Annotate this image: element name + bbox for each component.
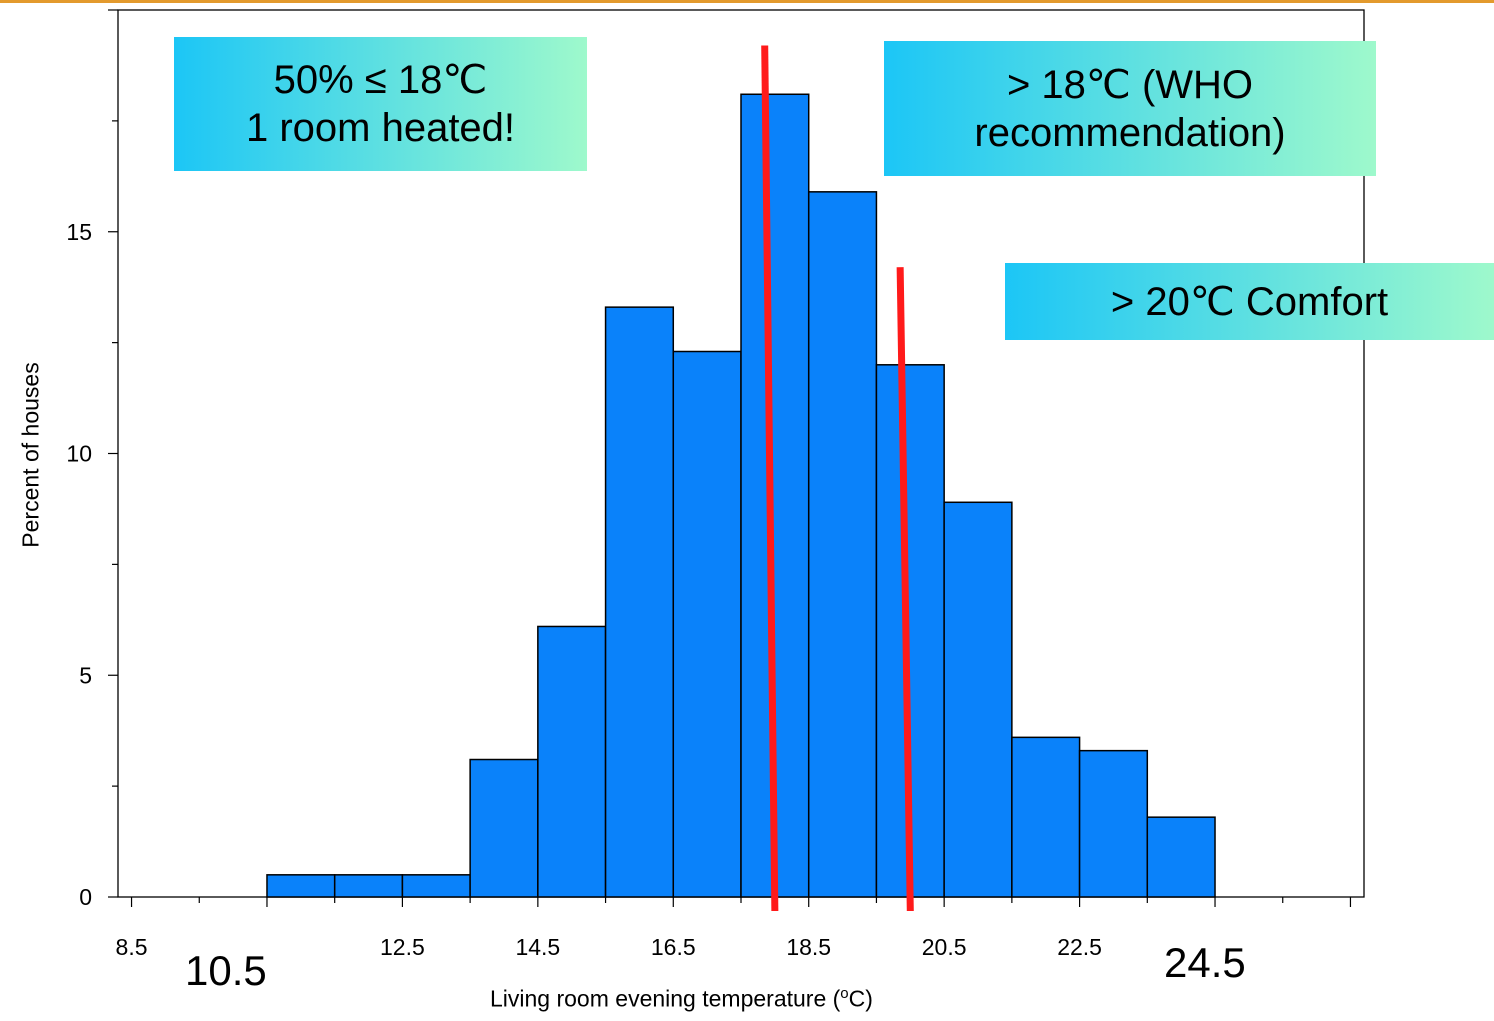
x-tick-label: 12.5 [380,934,425,960]
histogram-bar [401,874,471,898]
annotation-50-percent-line-2: 1 room heated! [245,106,516,150]
histogram-bar [604,306,675,898]
threshold-line [761,45,779,912]
x-tick-label: 18.5 [786,934,831,960]
x-axis-label-degree: o [840,985,849,1002]
annotation-comfort: > 20℃ Comfort [1005,263,1494,340]
histogram-bar [469,758,539,898]
y-tick-label: 5 [79,662,92,688]
histogram-bar [672,350,742,898]
histogram-bar [1011,736,1081,898]
histogram-bar [537,625,607,898]
y-tick-label: 15 [66,219,92,245]
x-tick-label: 16.5 [651,934,696,960]
x-axis-label: Living room evening temperature (oC) [490,985,873,1013]
histogram-bar [807,191,878,898]
histogram-bar [1078,749,1149,898]
top-rule [0,0,1494,3]
histogram-bar [943,501,1013,898]
big-tick-label-10-5: 10.5 [185,947,267,994]
histogram-bar [333,874,404,898]
annotation-50-percent-line-1: 50% ≤ 18℃ [273,58,488,102]
annotation-comfort-line-1: > 20℃ Comfort [1110,279,1389,324]
x-tick-label: 14.5 [515,934,560,960]
y-tick-label: 0 [79,884,92,910]
x-tick-label: 22.5 [1057,934,1102,960]
annotation-who: > 18℃ (WHO recommendation) [884,41,1376,176]
x-axis-label-unit: C) [848,985,873,1012]
x-tick-label: 8.5 [116,934,148,960]
x-axis-label-main: Living room evening temperature ( [490,985,841,1012]
annotation-who-line-1: > 18℃ (WHO [1006,62,1254,107]
threshold-line [896,267,914,912]
y-axis-label: Percent of houses [17,362,44,548]
histogram-bar [266,874,336,898]
annotation-50-percent: 50% ≤ 18℃ 1 room heated! [174,37,587,171]
y-tick-label: 10 [66,441,92,467]
x-tick-label: 20.5 [922,934,967,960]
histogram-bar [1146,816,1216,898]
big-tick-label-24-5: 24.5 [1164,939,1246,986]
annotation-who-line-2: recommendation) [974,110,1286,155]
